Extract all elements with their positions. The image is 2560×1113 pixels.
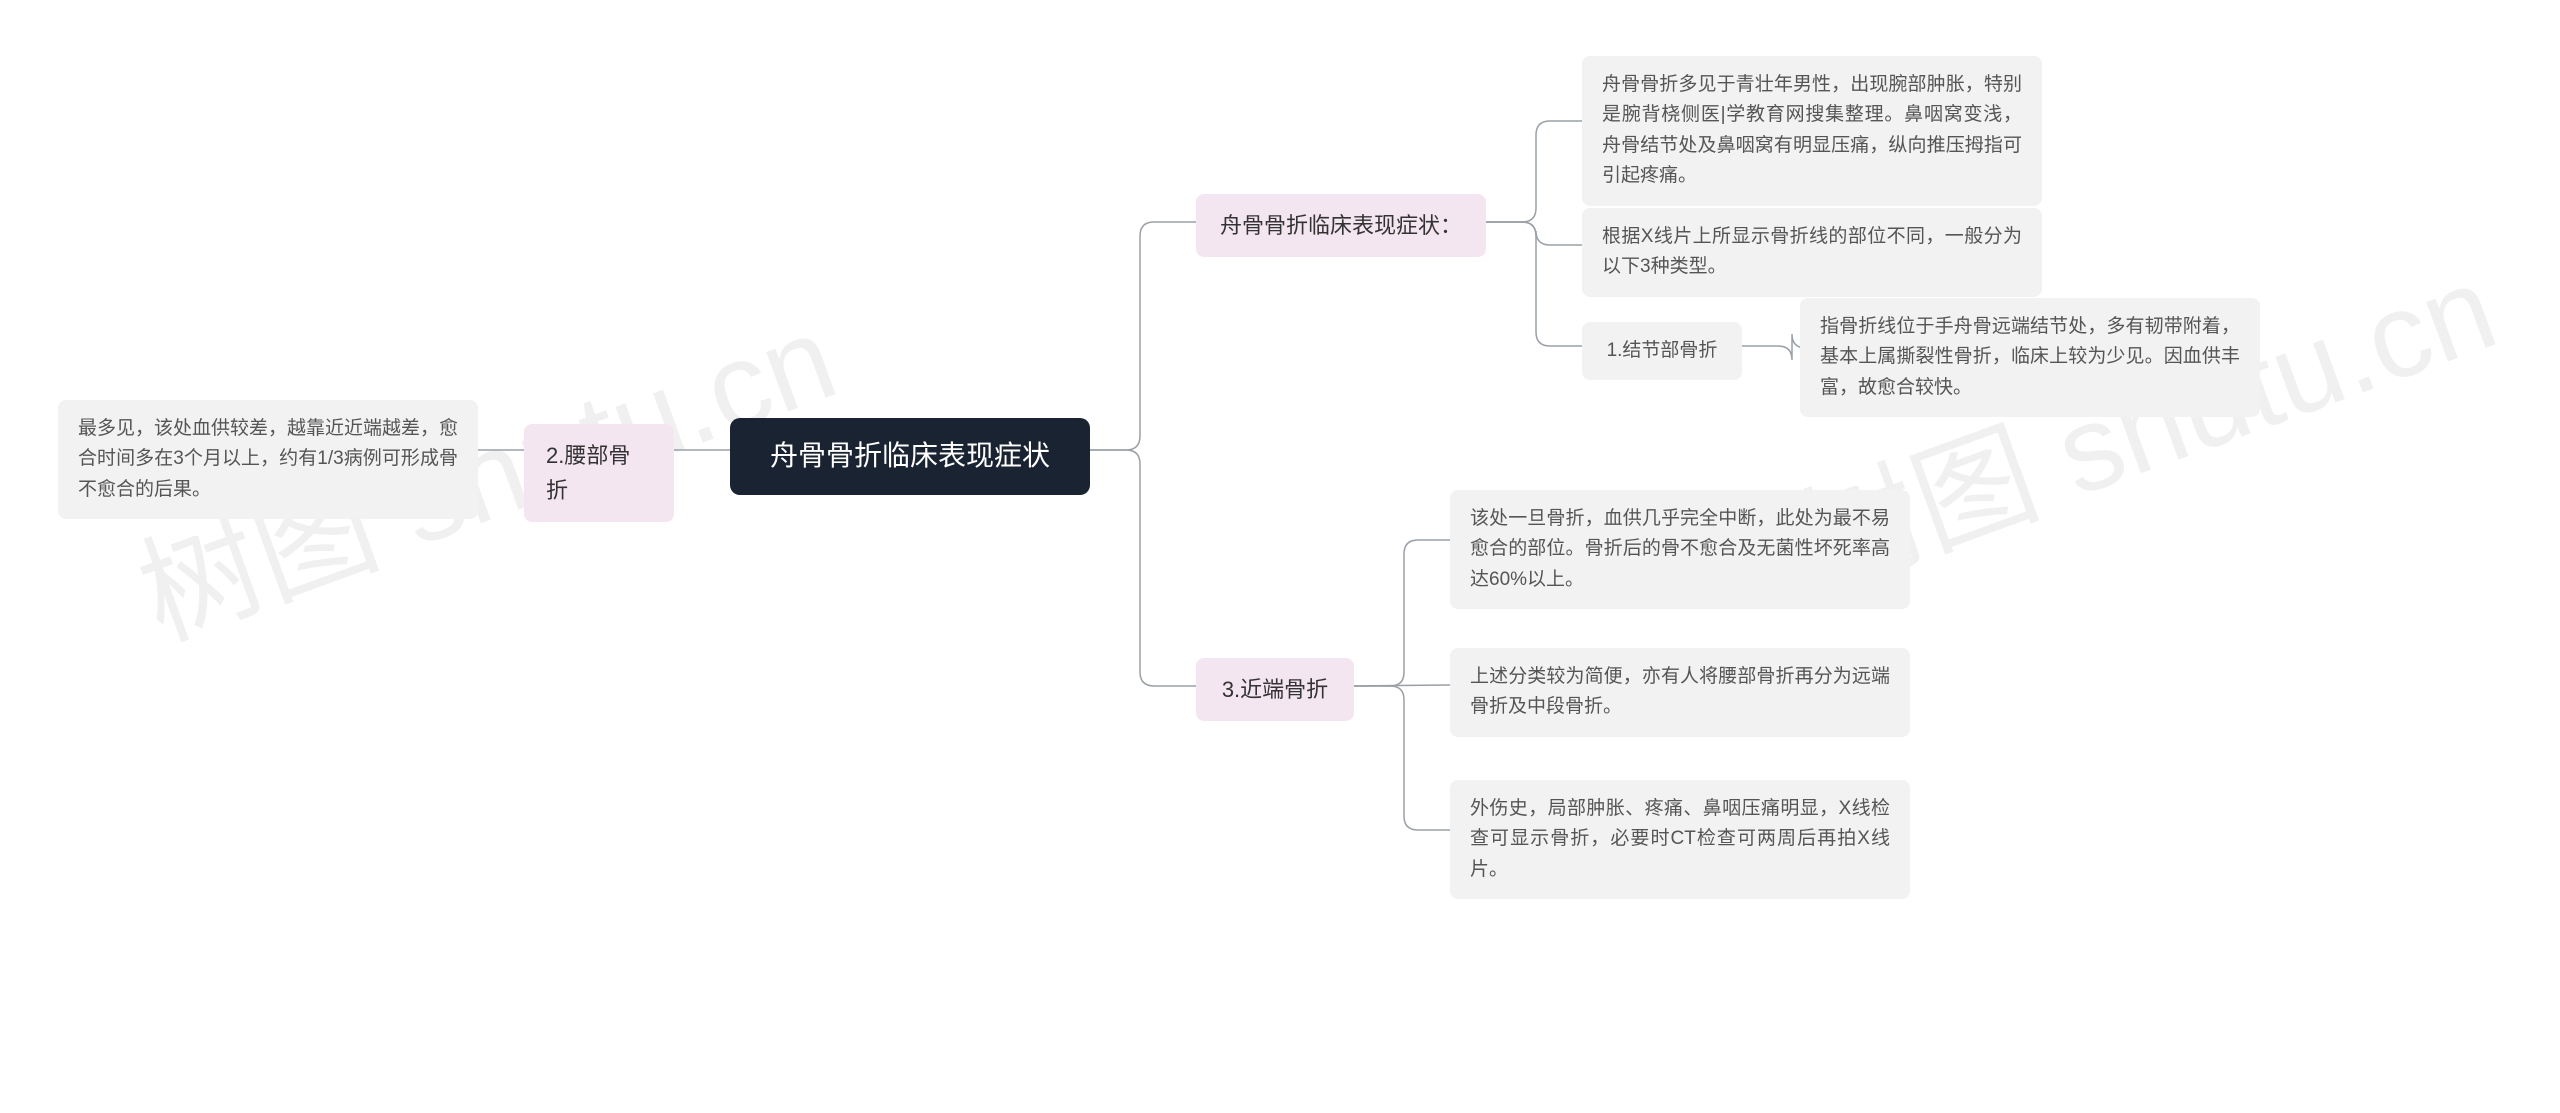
connector-layer (0, 0, 2560, 1113)
node-symptom-detail-2: 根据X线片上所显示骨折线的部位不同，一般分为以下3种类型。 (1582, 208, 2042, 297)
node-proximal-detail-3: 外伤史，局部肿胀、疼痛、鼻咽压痛明显，X线检查可显示骨折，必要时CT检查可两周后… (1450, 780, 1910, 899)
node-proximal-detail-1: 该处一旦骨折，血供几乎完全中断，此处为最不易愈合的部位。骨折后的骨不愈合及无菌性… (1450, 490, 1910, 609)
node-clinical-symptoms[interactable]: 舟骨骨折临床表现症状： (1196, 194, 1486, 257)
node-proximal-fracture[interactable]: 3.近端骨折 (1196, 658, 1354, 721)
node-symptom-detail-1: 舟骨骨折多见于青壮年男性，出现腕部肿胀，特别是腕背桡侧医|学教育网搜集整理。鼻咽… (1582, 56, 2042, 206)
node-waist-fracture[interactable]: 2.腰部骨折 (524, 424, 674, 522)
node-waist-fracture-detail: 最多见，该处血供较差，越靠近近端越差，愈合时间多在3个月以上，约有1/3病例可形… (58, 400, 478, 519)
node-tubercle-fracture[interactable]: 1.结节部骨折 (1582, 322, 1742, 380)
node-proximal-detail-2: 上述分类较为简便，亦有人将腰部骨折再分为远端骨折及中段骨折。 (1450, 648, 1910, 737)
root-node[interactable]: 舟骨骨折临床表现症状 (730, 418, 1090, 495)
node-tubercle-fracture-detail: 指骨折线位于手舟骨远端结节处，多有韧带附着，基本上属撕裂性骨折，临床上较为少见。… (1800, 298, 2260, 417)
